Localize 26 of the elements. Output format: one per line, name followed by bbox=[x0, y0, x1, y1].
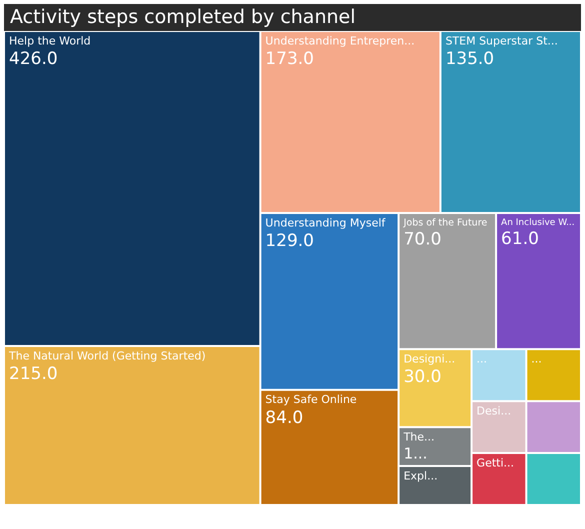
category-label: Desi... bbox=[476, 404, 512, 418]
category-label: Designi... bbox=[404, 352, 456, 366]
category-label: Jobs of the Future bbox=[402, 217, 488, 228]
category-label: Understanding Myself bbox=[265, 216, 386, 230]
category-label: STEM Superstar St... bbox=[445, 34, 558, 48]
category-label: The Natural World (Getting Started) bbox=[8, 349, 206, 362]
data-label: 70.0 bbox=[404, 229, 442, 250]
data-label: 129.0 bbox=[265, 230, 314, 251]
text: Activity steps completed by channel bbox=[4, 4, 581, 31]
category-label: ... bbox=[476, 352, 488, 366]
category-label: Expl... bbox=[404, 469, 438, 482]
category-label: ... bbox=[531, 352, 542, 366]
category-label: Stay Safe Online bbox=[265, 393, 357, 406]
data-label: 30.0 bbox=[404, 367, 442, 388]
data-label: 173.0 bbox=[265, 48, 314, 69]
category-label: Understanding Entrepren... bbox=[265, 34, 415, 48]
category-label: Getti... bbox=[476, 456, 514, 470]
data-label: 84.0 bbox=[265, 408, 304, 428]
category-label: Help the World bbox=[9, 34, 91, 48]
category-label: The... bbox=[402, 430, 435, 444]
data-label: 61.0 bbox=[501, 228, 539, 249]
category-label: An Inclusive W... bbox=[501, 218, 575, 228]
data-label: 215.0 bbox=[9, 364, 58, 384]
data-label: 135.0 bbox=[445, 48, 494, 69]
data-label: 426.0 bbox=[9, 48, 58, 69]
data-label: 1... bbox=[404, 444, 428, 462]
